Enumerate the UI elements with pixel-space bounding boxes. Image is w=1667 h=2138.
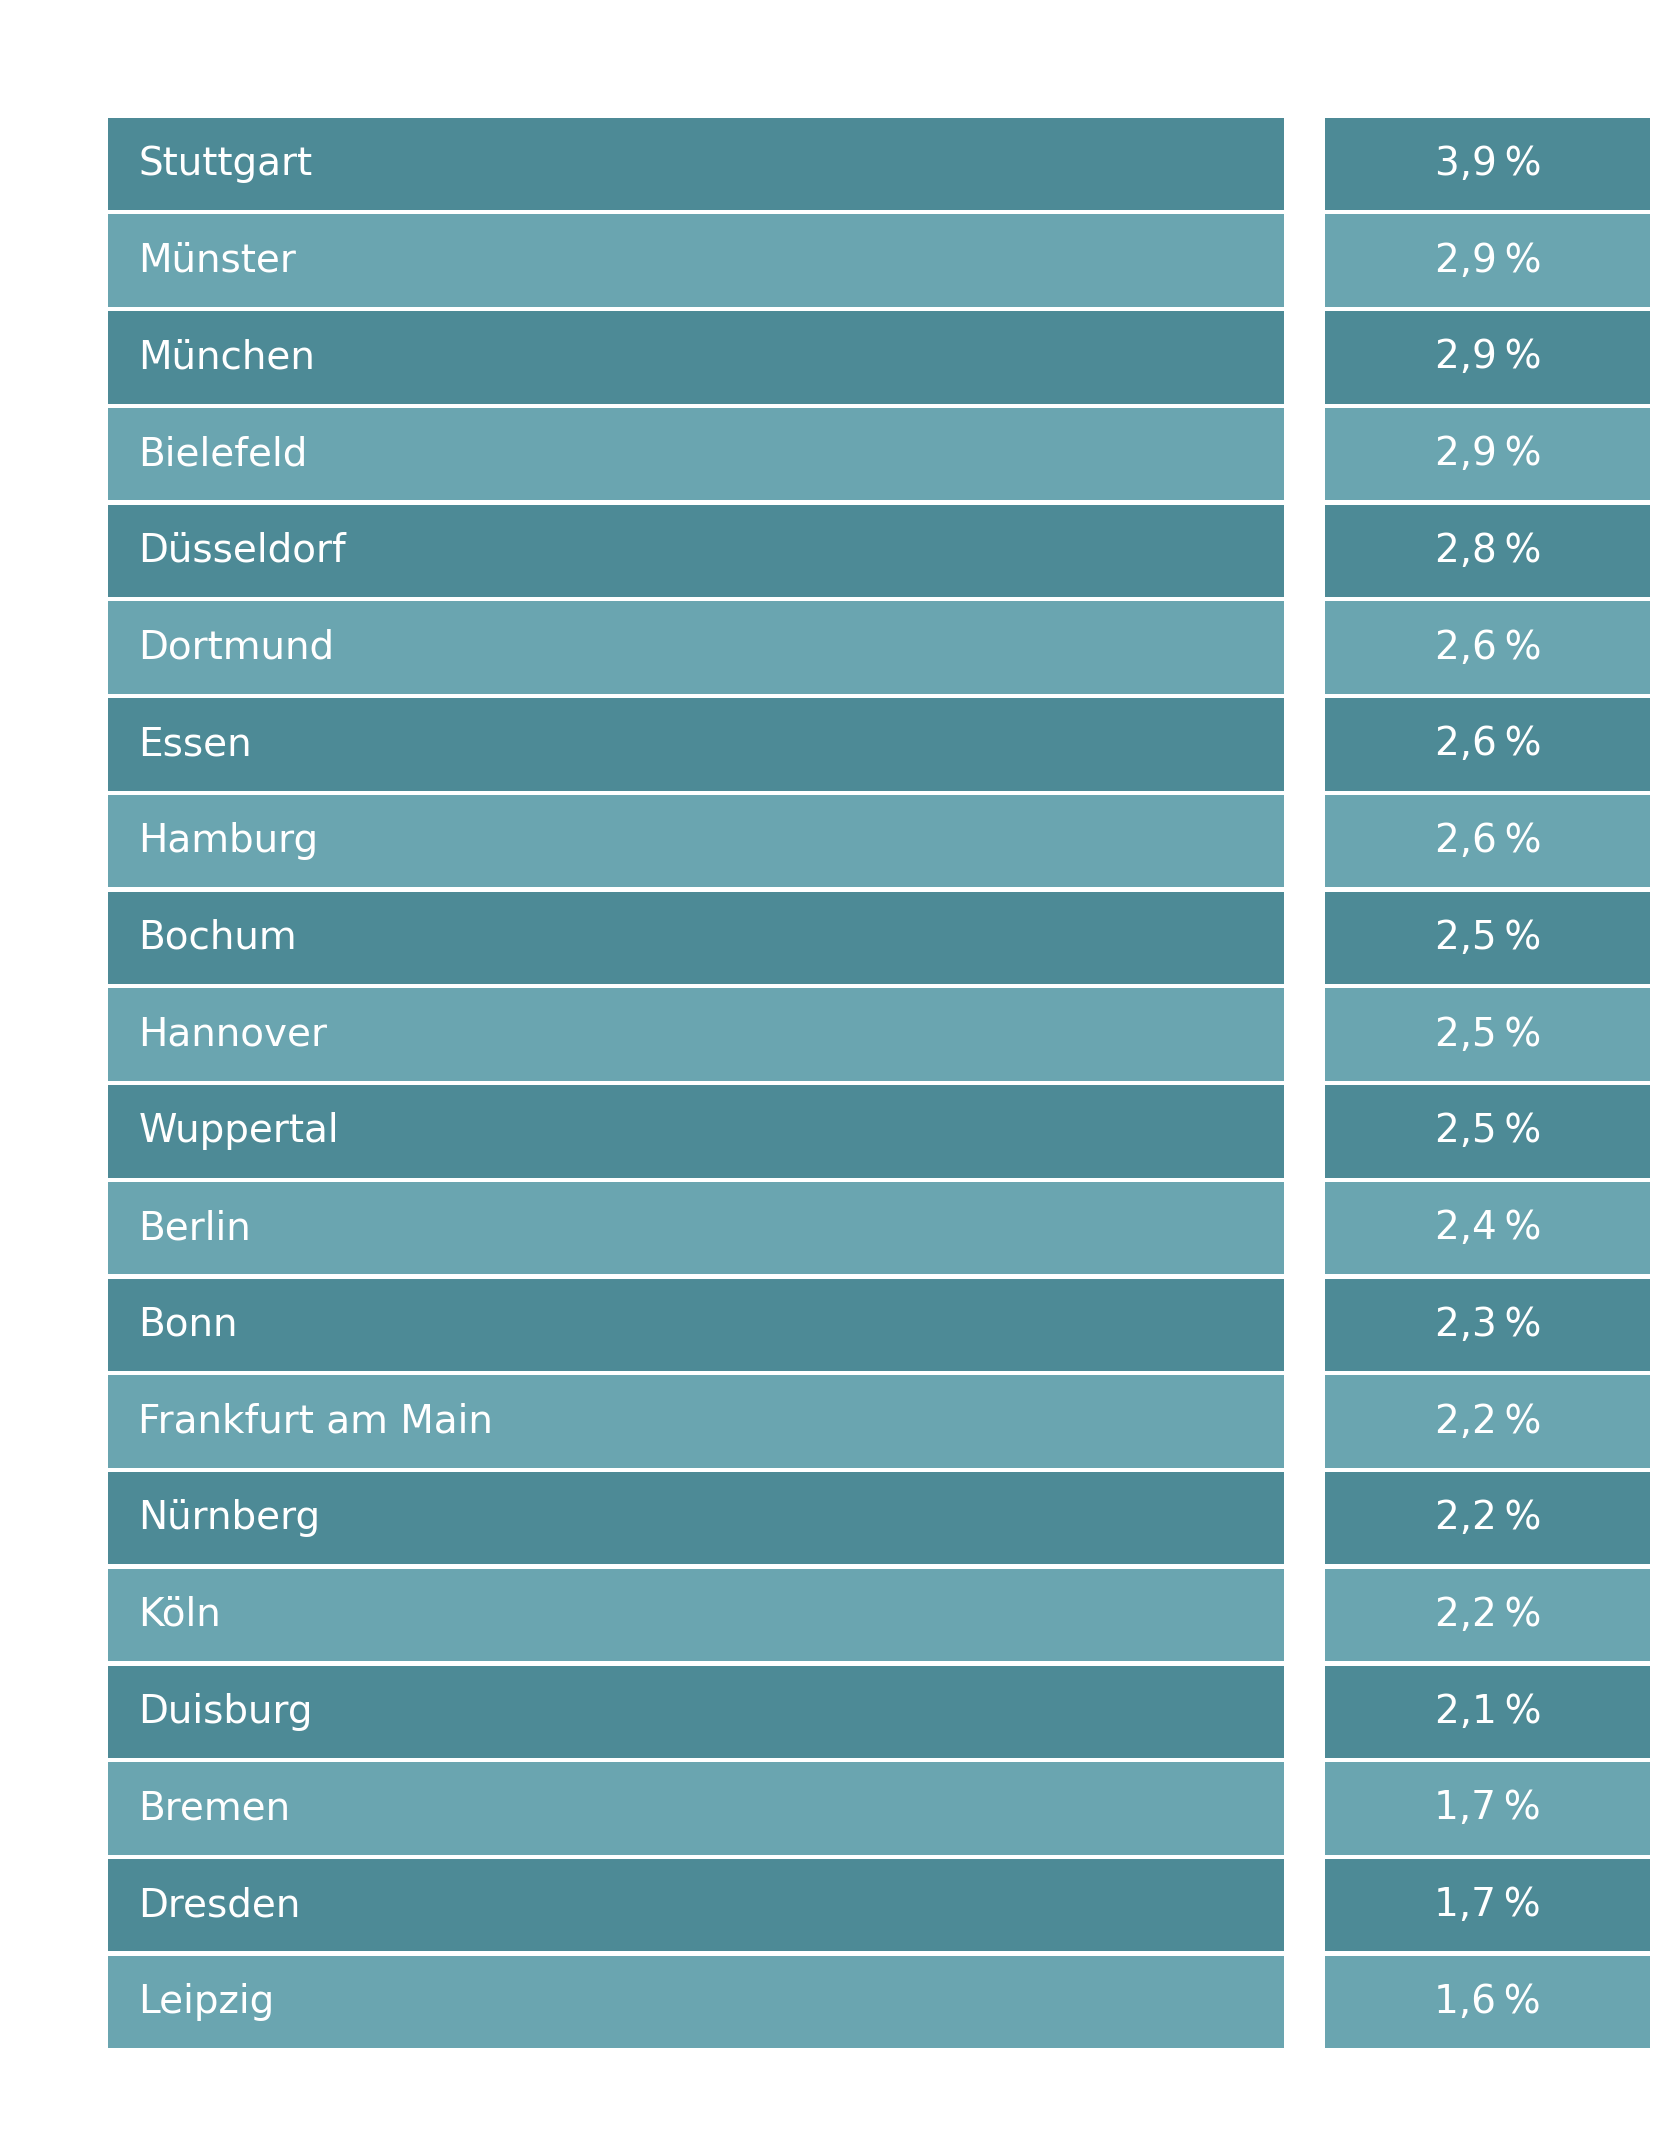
Text: 2,8 %: 2,8 %	[1435, 532, 1540, 571]
Bar	[1325, 1279, 1650, 1370]
Bar	[1325, 1182, 1650, 1274]
Text: Hamburg: Hamburg	[138, 821, 318, 859]
Text: 2,9 %: 2,9 %	[1435, 434, 1540, 472]
Bar	[1325, 118, 1650, 210]
Bar	[108, 988, 1284, 1082]
Text: Köln: Köln	[138, 1595, 222, 1633]
Bar	[108, 312, 1284, 404]
Text: 1,7 %: 1,7 %	[1435, 1886, 1540, 1924]
Text: Bonn: Bonn	[138, 1306, 238, 1345]
Bar	[108, 1956, 1284, 2048]
Bar	[108, 1279, 1284, 1370]
Text: 2,4 %: 2,4 %	[1435, 1208, 1540, 1246]
Text: 2,6 %: 2,6 %	[1435, 821, 1540, 859]
Text: 2,2 %: 2,2 %	[1435, 1595, 1540, 1633]
Bar	[108, 892, 1284, 983]
Text: 2,6 %: 2,6 %	[1435, 629, 1540, 667]
Bar	[1325, 697, 1650, 791]
Text: 2,3 %: 2,3 %	[1435, 1306, 1540, 1345]
Bar	[1325, 795, 1650, 887]
Bar	[1325, 1666, 1650, 1757]
Text: Bremen: Bremen	[138, 1790, 290, 1828]
Bar	[108, 1569, 1284, 1661]
Text: Münster: Münster	[138, 242, 297, 280]
Bar	[1325, 1956, 1650, 2048]
Text: Dortmund: Dortmund	[138, 629, 335, 667]
Bar	[108, 214, 1284, 308]
Bar	[108, 1471, 1284, 1565]
Bar	[1325, 988, 1650, 1082]
Bar	[108, 1860, 1284, 1952]
Text: Frankfurt am Main: Frankfurt am Main	[138, 1403, 493, 1441]
Bar	[1325, 214, 1650, 308]
Text: Bochum: Bochum	[138, 919, 297, 958]
Text: Essen: Essen	[138, 725, 252, 763]
Text: Düsseldorf: Düsseldorf	[138, 532, 347, 571]
Bar	[108, 601, 1284, 693]
Bar	[108, 795, 1284, 887]
Text: 1,7 %: 1,7 %	[1435, 1790, 1540, 1828]
Text: Duisburg: Duisburg	[138, 1693, 313, 1732]
Bar	[108, 1762, 1284, 1856]
Text: 2,5 %: 2,5 %	[1435, 919, 1540, 958]
Bar	[108, 1666, 1284, 1757]
Bar	[1325, 312, 1650, 404]
Text: Nürnberg: Nürnberg	[138, 1499, 320, 1537]
Text: München: München	[138, 338, 315, 376]
Bar	[108, 1182, 1284, 1274]
Bar	[1325, 1569, 1650, 1661]
Bar	[1325, 601, 1650, 693]
Text: Leipzig: Leipzig	[138, 1982, 275, 2020]
Bar	[108, 1375, 1284, 1467]
Text: Dresden: Dresden	[138, 1886, 300, 1924]
Text: Hannover: Hannover	[138, 1016, 327, 1054]
Bar	[108, 505, 1284, 597]
Bar	[1325, 408, 1650, 500]
Bar	[108, 118, 1284, 210]
Text: Wuppertal: Wuppertal	[138, 1112, 338, 1150]
Bar	[108, 697, 1284, 791]
Text: 2,2 %: 2,2 %	[1435, 1499, 1540, 1537]
Bar	[108, 1086, 1284, 1178]
Bar	[1325, 1086, 1650, 1178]
Text: Stuttgart: Stuttgart	[138, 145, 312, 184]
Text: 2,5 %: 2,5 %	[1435, 1016, 1540, 1054]
Bar	[1325, 1860, 1650, 1952]
Text: Bielefeld: Bielefeld	[138, 434, 308, 472]
Bar	[108, 408, 1284, 500]
Text: 3,9 %: 3,9 %	[1435, 145, 1540, 184]
Bar	[1325, 505, 1650, 597]
Text: 2,9 %: 2,9 %	[1435, 242, 1540, 280]
Text: 1,6 %: 1,6 %	[1435, 1982, 1540, 2020]
Text: 2,6 %: 2,6 %	[1435, 725, 1540, 763]
Text: 2,5 %: 2,5 %	[1435, 1112, 1540, 1150]
Text: 2,9 %: 2,9 %	[1435, 338, 1540, 376]
Bar	[1325, 1375, 1650, 1467]
Text: 2,2 %: 2,2 %	[1435, 1403, 1540, 1441]
Bar	[1325, 892, 1650, 983]
Text: Berlin: Berlin	[138, 1208, 252, 1246]
Bar	[1325, 1762, 1650, 1856]
Bar	[1325, 1471, 1650, 1565]
Text: 2,1 %: 2,1 %	[1435, 1693, 1540, 1732]
